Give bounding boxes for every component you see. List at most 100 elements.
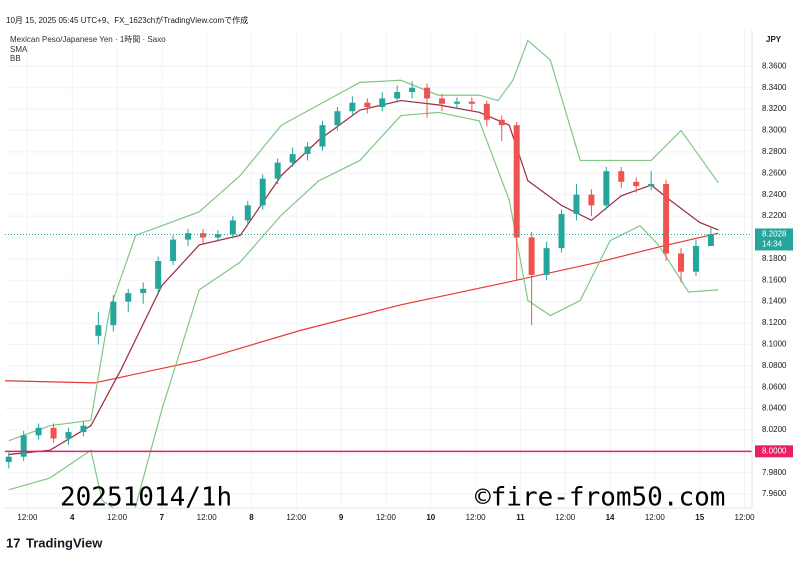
candle-body bbox=[214, 234, 221, 238]
axes: 7.9600 7.9800 8.0000 8.0200 8.0400 8.0600 8.08… bbox=[17, 61, 793, 522]
price-badge bbox=[755, 228, 793, 251]
y-tick-label: 7.9600 bbox=[762, 489, 787, 498]
candle-body bbox=[678, 253, 685, 272]
candle-body bbox=[394, 92, 401, 99]
x-tick-label: 12:00 bbox=[17, 513, 38, 522]
x-tick-label: 4 bbox=[70, 513, 75, 522]
candle-body bbox=[453, 101, 460, 104]
watermark: ©fire-from50.com bbox=[475, 483, 725, 513]
x-tick-label: 12:00 bbox=[555, 513, 576, 522]
x-tick-label: 10 bbox=[426, 513, 435, 522]
x-tick-label: 14 bbox=[606, 513, 615, 522]
indicator-line bbox=[8, 111, 719, 508]
candle-body bbox=[185, 233, 192, 240]
logo-mark: 17 bbox=[6, 535, 20, 550]
x-tick-label: 12:00 bbox=[286, 513, 307, 522]
y-tick-label: 8.3600 bbox=[762, 61, 787, 70]
y-tick-label: 8.0200 bbox=[762, 425, 787, 434]
candle-body bbox=[244, 205, 251, 221]
candle-body bbox=[110, 301, 117, 326]
candle-body bbox=[513, 125, 520, 238]
y-tick-label: 8.1400 bbox=[762, 297, 787, 306]
indicator-line bbox=[5, 232, 719, 384]
candle-body bbox=[140, 288, 147, 294]
y-tick-label: 8.0400 bbox=[762, 404, 787, 413]
candle-body bbox=[498, 119, 505, 126]
y-tick-label: 8.3200 bbox=[762, 104, 787, 113]
candle-body bbox=[289, 154, 296, 163]
candle-body bbox=[364, 102, 371, 107]
candle-body bbox=[707, 234, 714, 247]
y-tick-label: 8.1800 bbox=[762, 254, 787, 263]
grid bbox=[5, 30, 752, 508]
y-tick-label: 8.0600 bbox=[762, 382, 787, 391]
x-tick-label: 11 bbox=[516, 513, 525, 522]
candle-body bbox=[692, 246, 699, 272]
indicator: BB bbox=[10, 54, 21, 63]
candle-body bbox=[229, 220, 236, 235]
y-tick-label: 8.1200 bbox=[762, 318, 787, 327]
candle-body bbox=[65, 432, 72, 439]
candle-body bbox=[50, 427, 57, 439]
plot-area bbox=[5, 39, 752, 508]
y-tick-label: 8.0800 bbox=[762, 361, 787, 370]
candle-body bbox=[424, 87, 431, 99]
indicator-line bbox=[8, 39, 719, 442]
candle-body bbox=[468, 101, 475, 104]
candle-body bbox=[95, 325, 102, 336]
candle-body bbox=[304, 146, 311, 155]
candle-body bbox=[80, 425, 87, 433]
candle-body bbox=[588, 194, 595, 206]
candle-body bbox=[125, 293, 132, 302]
watermark: 20251014/1h bbox=[60, 483, 232, 513]
chart-title: Mexican Peso/Japanese Yen · 1時間 · Saxo bbox=[10, 35, 166, 44]
candle-body bbox=[379, 98, 386, 107]
y-tick-label: 7.9800 bbox=[762, 468, 787, 477]
candle-body bbox=[483, 103, 490, 120]
candle-body bbox=[618, 171, 625, 182]
candle-body bbox=[543, 248, 550, 275]
y-tick-label: 8.2200 bbox=[762, 211, 787, 220]
y-tick-label: 8.1000 bbox=[762, 339, 787, 348]
header: 10月 15, 2025 05:45 UTC+9、FX_1623chがTradi… bbox=[6, 15, 248, 25]
candle-body bbox=[558, 213, 565, 249]
y-tick-label: 8.2800 bbox=[762, 147, 787, 156]
candle-body bbox=[663, 183, 670, 254]
footer-logo: TradingView bbox=[26, 535, 103, 550]
price-time: 14:34 bbox=[762, 240, 783, 249]
candle-body bbox=[573, 194, 580, 214]
candle-body bbox=[155, 260, 162, 289]
y-tick-label: 8.1600 bbox=[762, 275, 787, 284]
x-tick-label: 15 bbox=[695, 513, 704, 522]
candle-body bbox=[528, 237, 535, 275]
y-tick-label: 8.3400 bbox=[762, 83, 787, 92]
x-tick-label: 12:00 bbox=[645, 513, 666, 522]
currency: JPY bbox=[766, 35, 782, 44]
x-tick-label: 12:00 bbox=[735, 513, 756, 522]
indicator: SMA bbox=[10, 45, 28, 54]
candle-body bbox=[349, 102, 356, 112]
indicator-line bbox=[8, 99, 719, 456]
x-tick-label: 9 bbox=[339, 513, 344, 522]
candle-body bbox=[199, 233, 206, 238]
x-tick-label: 12:00 bbox=[107, 513, 128, 522]
candle-body bbox=[20, 435, 27, 457]
candle-body bbox=[438, 98, 445, 104]
x-tick-label: 7 bbox=[160, 513, 165, 522]
x-tick-label: 12:00 bbox=[376, 513, 397, 522]
candle-body bbox=[334, 111, 341, 126]
candle-body bbox=[259, 178, 266, 206]
level-label: 8.0000 bbox=[762, 446, 787, 455]
candle-body bbox=[648, 183, 655, 187]
candle-body bbox=[603, 171, 610, 206]
candle-body bbox=[274, 162, 281, 179]
y-tick-label: 8.3000 bbox=[762, 126, 787, 135]
candle-body bbox=[5, 456, 12, 463]
candle-body bbox=[35, 427, 42, 436]
x-tick-label: 12:00 bbox=[197, 513, 218, 522]
candle-body bbox=[170, 239, 177, 261]
candle-body bbox=[409, 87, 416, 93]
candle-body bbox=[319, 125, 326, 147]
x-tick-label: 8 bbox=[249, 513, 254, 522]
